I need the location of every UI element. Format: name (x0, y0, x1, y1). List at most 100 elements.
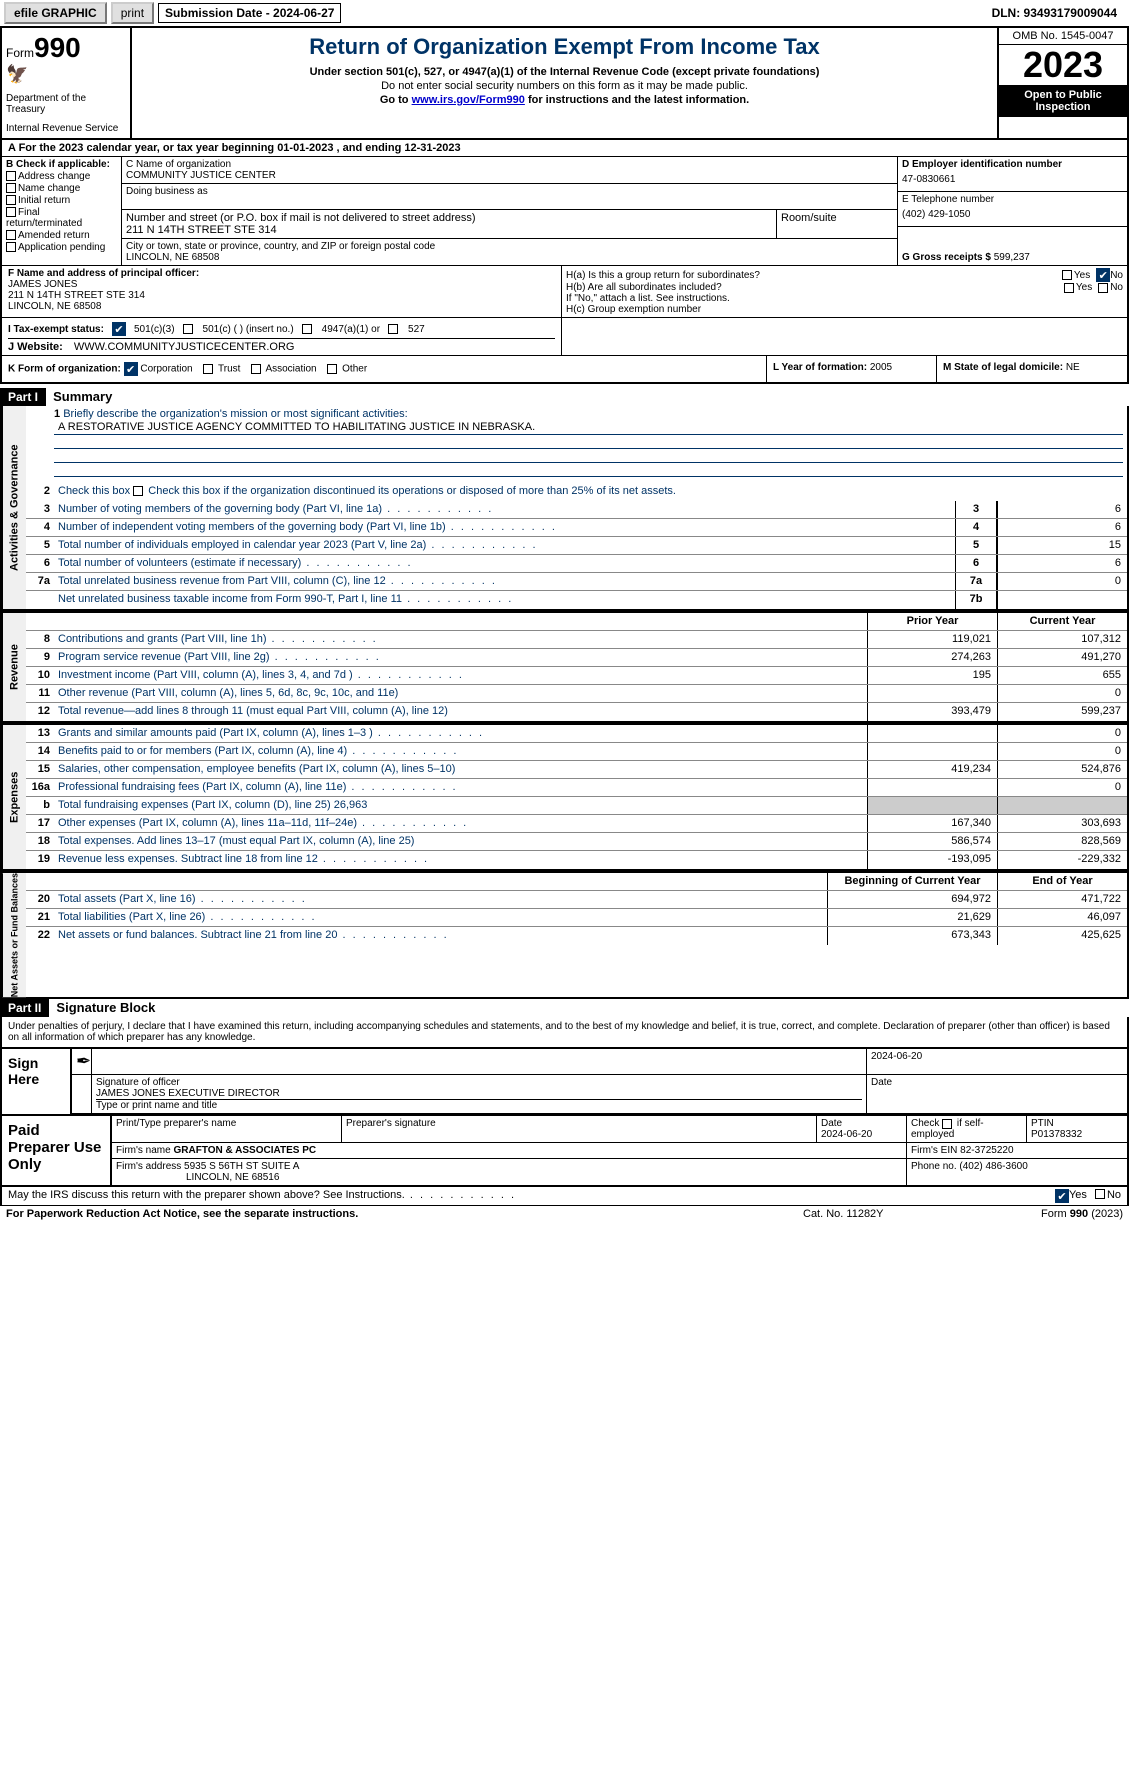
line17-label: Other expenses (Part IX, column (A), lin… (54, 815, 867, 832)
ha-no-chk[interactable]: ✔ (1096, 268, 1110, 282)
line19-cy: -229,332 (997, 851, 1127, 869)
cat-no: Cat. No. 11282Y (803, 1208, 983, 1220)
line9-py: 274,263 (867, 649, 997, 666)
chk-corp[interactable]: ✔ (124, 362, 138, 376)
line20-py: 694,972 (827, 891, 997, 908)
city-state-zip: LINCOLN, NE 68508 (126, 252, 893, 263)
section-f-h: F Name and address of principal officer:… (0, 266, 1129, 318)
website: WWW.COMMUNITYJUSTICECENTER.ORG (74, 341, 295, 353)
pen-icon: ✒ (72, 1049, 92, 1074)
prior-year-hdr: Prior Year (867, 613, 997, 630)
chk-527[interactable] (388, 324, 398, 334)
org-name: COMMUNITY JUSTICE CENTER (126, 170, 893, 181)
hb-no-chk[interactable] (1098, 283, 1108, 293)
chk-self-employed[interactable] (942, 1119, 952, 1129)
line21-cy: 46,097 (997, 909, 1127, 926)
line7b-label: Net unrelated business taxable income fr… (54, 591, 955, 609)
discuss-no-chk[interactable] (1095, 1189, 1105, 1199)
part1-header: Part I (0, 388, 46, 406)
chk-501c[interactable] (183, 324, 193, 334)
part2-title: Signature Block (56, 1000, 155, 1015)
mission-blank-1 (54, 435, 1123, 449)
tab-activities-governance: Activities & Governance (2, 406, 26, 609)
efile-button[interactable]: efile GRAPHIC (4, 2, 107, 24)
chk-name-change[interactable]: Name change (6, 183, 117, 194)
hb-row: H(b) Are all subordinates included? Yes … (566, 282, 1123, 293)
line18-cy: 828,569 (997, 833, 1127, 850)
boy-hdr: Beginning of Current Year (827, 873, 997, 890)
line16b-cy (997, 797, 1127, 814)
line11-label: Other revenue (Part VIII, column (A), li… (54, 685, 867, 702)
j-label: J Website: (8, 341, 63, 353)
line22-label: Net assets or fund balances. Subtract li… (54, 927, 827, 945)
line12-label: Total revenue—add lines 8 through 11 (mu… (54, 703, 867, 721)
prep-addr1: 5935 S 56TH ST SUITE A (184, 1161, 299, 1172)
line15-label: Salaries, other compensation, employee b… (54, 761, 867, 778)
chk-trust[interactable] (203, 364, 213, 374)
chk-final-return[interactable]: Final return/terminated (6, 207, 117, 229)
line14-cy: 0 (997, 743, 1127, 760)
prep-name-label: Print/Type preparer's name (112, 1116, 342, 1142)
subtitle-2: Do not enter social security numbers on … (140, 80, 989, 92)
line14-py (867, 743, 997, 760)
chk-address-change[interactable]: Address change (6, 171, 117, 182)
eoy-hdr: End of Year (997, 873, 1127, 890)
chk-amended[interactable]: Amended return (6, 230, 117, 241)
footer-bottom: For Paperwork Reduction Act Notice, see … (0, 1206, 1129, 1222)
line7a-val: 0 (997, 573, 1127, 590)
part1-title: Summary (53, 389, 112, 404)
line6-label: Total number of volunteers (estimate if … (54, 555, 955, 572)
line11-cy: 0 (997, 685, 1127, 702)
f-label: F Name and address of principal officer: (8, 268, 555, 279)
paid-preparer-label: Paid Preparer Use Only (2, 1116, 112, 1185)
city-label: City or town, state or province, country… (126, 241, 893, 252)
q2-label: Check this box Check this box if the org… (54, 483, 1127, 501)
summary-expenses: Expenses 13Grants and similar amounts pa… (0, 723, 1129, 871)
hb-yes-chk[interactable] (1064, 283, 1074, 293)
print-button[interactable]: print (111, 2, 154, 24)
chk-4947[interactable] (302, 324, 312, 334)
l-year-formation: L Year of formation: 2005 (767, 356, 937, 382)
line17-cy: 303,693 (997, 815, 1127, 832)
paperwork-notice: For Paperwork Reduction Act Notice, see … (6, 1208, 358, 1220)
tab-expenses: Expenses (2, 725, 26, 869)
chk-initial-return[interactable]: Initial return (6, 195, 117, 206)
room-suite-label: Room/suite (777, 210, 897, 238)
chk-discontinued[interactable] (133, 486, 143, 496)
row-i-j: I Tax-exempt status: ✔501(c)(3) 501(c) (… (0, 318, 1129, 356)
discuss-row: May the IRS discuss this return with the… (0, 1187, 1129, 1206)
row-k-l-m: K Form of organization: ✔ Corporation Tr… (0, 356, 1129, 384)
line16b-label: Total fundraising expenses (Part IX, col… (54, 797, 867, 814)
chk-app-pending[interactable]: Application pending (6, 242, 117, 253)
line18-py: 586,574 (867, 833, 997, 850)
form-title: Return of Organization Exempt From Incom… (140, 34, 989, 60)
q1-label: Briefly describe the organization's miss… (63, 408, 407, 420)
ha-yes-chk[interactable] (1062, 270, 1072, 280)
prep-date: 2024-06-20 (821, 1129, 872, 1140)
line22-py: 673,343 (827, 927, 997, 945)
form-footer: Form 990 (2023) (983, 1208, 1123, 1220)
paid-preparer-block: Paid Preparer Use Only Print/Type prepar… (0, 1116, 1129, 1187)
officer-name: JAMES JONES (8, 279, 555, 290)
subtitle-1: Under section 501(c), 527, or 4947(a)(1)… (140, 66, 989, 78)
open-to-public: Open to Public Inspection (999, 85, 1127, 117)
section-b-to-g: B Check if applicable: Address change Na… (0, 157, 1129, 266)
line3-val: 6 (997, 501, 1127, 518)
discuss-yes-chk[interactable]: ✔ (1055, 1189, 1069, 1203)
type-name-label: Type or print name and title (96, 1100, 862, 1111)
submission-date: Submission Date - 2024-06-27 (158, 3, 341, 23)
line16b-py (867, 797, 997, 814)
chk-other[interactable] (327, 364, 337, 374)
line8-py: 119,021 (867, 631, 997, 648)
form990-link[interactable]: www.irs.gov/Form990 (412, 94, 525, 106)
line9-cy: 491,270 (997, 649, 1127, 666)
prep-phone: (402) 486-3600 (959, 1161, 1027, 1172)
phone: (402) 429-1050 (902, 205, 1123, 224)
line14-label: Benefits paid to or for members (Part IX… (54, 743, 867, 760)
chk-501c3[interactable]: ✔ (112, 322, 126, 336)
chk-assoc[interactable] (251, 364, 261, 374)
prep-addr2: LINCOLN, NE 68516 (186, 1172, 279, 1183)
top-bar: efile GRAPHIC print Submission Date - 20… (0, 0, 1129, 26)
hc-label: H(c) Group exemption number (566, 304, 1123, 315)
line22-cy: 425,625 (997, 927, 1127, 945)
